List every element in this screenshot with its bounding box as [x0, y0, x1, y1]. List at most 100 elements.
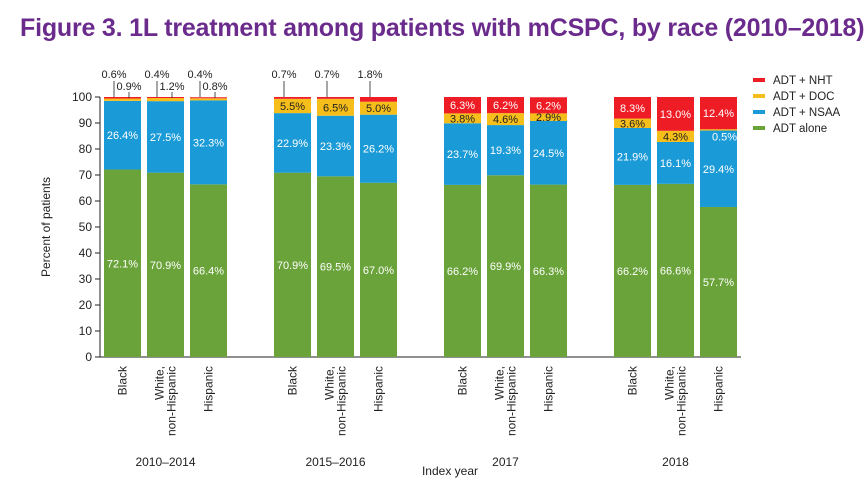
bar-segment-adt-doc	[190, 98, 227, 101]
bar-segment-adt-doc	[487, 113, 524, 126]
data-label: 1.8%	[357, 69, 382, 81]
bar-segment-adt-doc	[274, 98, 311, 114]
bar-segment-adt-nht	[487, 97, 524, 114]
y-tick-label: 10	[79, 324, 93, 338]
data-label: 24.5%	[533, 148, 564, 160]
bar-segment-adt-doc	[530, 113, 567, 121]
data-label: 3.6%	[620, 118, 645, 130]
bar-segment-adt-alone	[487, 175, 524, 357]
data-label: 21.9%	[617, 151, 648, 163]
y-tick-label: 100	[72, 90, 92, 104]
data-label: 22.9%	[277, 138, 308, 150]
bar-segment-adt-doc	[444, 113, 481, 124]
data-label: 0.5%	[712, 132, 737, 144]
data-label: 32.3%	[193, 137, 224, 149]
data-label: 3.8%	[450, 113, 475, 125]
y-tick-label: 0	[85, 350, 92, 364]
bar-segment-adt-nht	[657, 97, 694, 131]
x-category-label: non-Hispanic	[505, 366, 519, 436]
data-label: 4.6%	[493, 114, 518, 126]
data-label: 6.5%	[323, 102, 348, 114]
bar-segment-adt-nht	[317, 97, 354, 99]
x-category-label: non-Hispanic	[335, 366, 349, 436]
bar-segment-adt-nht	[147, 97, 184, 99]
x-category-label: non-Hispanic	[165, 366, 179, 436]
data-label: 29.4%	[703, 164, 734, 176]
bar-segment-adt-doc	[614, 118, 651, 128]
y-axis-title: Percent of patients	[39, 177, 53, 277]
bar-segment-adt-nht	[274, 97, 311, 99]
legend-label: ADT + NSAA	[773, 107, 841, 119]
bar-segment-adt-nht	[700, 97, 737, 130]
data-label: 1.2%	[159, 81, 184, 93]
x-category-label: Hispanic	[542, 366, 556, 412]
x-group-label: 2017	[492, 455, 519, 469]
bar-segment-adt-nht	[614, 97, 651, 119]
bar-segment-adt-doc	[700, 129, 737, 131]
bar-segment-adt-nht	[444, 97, 481, 114]
data-label: 23.3%	[320, 141, 351, 153]
data-label: 69.9%	[490, 261, 521, 273]
bar-segment-adt-alone	[104, 169, 141, 357]
y-tick-label: 20	[79, 298, 93, 312]
bar-segment-adt-alone	[700, 206, 737, 357]
data-label: 5.0%	[366, 103, 391, 115]
bar-segment-adt-nsaa	[487, 125, 524, 176]
bar-segment-adt-doc	[147, 98, 184, 102]
x-category-label: Black	[456, 365, 470, 395]
bar-segment-adt-alone	[274, 172, 311, 357]
data-label: 6.3%	[450, 100, 475, 112]
bar-segment-adt-nht	[104, 97, 141, 99]
y-tick-label: 90	[79, 116, 93, 130]
legend-label: ADT + NHT	[773, 75, 833, 87]
bar-segment-adt-nht	[190, 97, 227, 99]
x-group-label: 2015–2016	[305, 455, 365, 469]
data-label: 0.7%	[314, 69, 339, 81]
data-label: 66.2%	[617, 266, 648, 278]
x-category-label: White,	[663, 366, 677, 400]
legend-label: ADT alone	[773, 123, 827, 135]
data-label: 0.6%	[101, 69, 126, 81]
bar-segment-adt-nsaa	[190, 100, 227, 185]
bar-segment-adt-alone	[360, 182, 397, 357]
bar-segment-adt-nsaa	[614, 127, 651, 185]
y-tick-label: 80	[79, 142, 93, 156]
data-label: 6.2%	[493, 100, 518, 112]
x-category-label: Hispanic	[202, 366, 216, 412]
bar-segment-adt-doc	[657, 130, 694, 142]
bar-segment-adt-nht	[360, 97, 397, 102]
data-label: 26.4%	[107, 130, 138, 142]
data-label: 0.7%	[271, 69, 296, 81]
x-category-label: Black	[116, 365, 130, 395]
y-tick-label: 60	[79, 194, 93, 208]
data-label: 27.5%	[150, 132, 181, 144]
bar-segment-adt-alone	[317, 176, 354, 357]
data-label: 4.3%	[663, 131, 688, 143]
bar-segment-adt-alone	[614, 184, 651, 357]
y-tick-label: 70	[79, 168, 93, 182]
data-label: 0.4%	[144, 69, 169, 81]
data-label: 66.6%	[660, 265, 691, 277]
data-label: 6.2%	[536, 100, 561, 112]
x-category-label: Black	[626, 365, 640, 395]
data-label: 57.7%	[703, 277, 734, 289]
legend-label: ADT + DOC	[773, 91, 834, 103]
x-category-label: Hispanic	[712, 366, 726, 412]
bar-segment-adt-nsaa	[700, 130, 737, 207]
data-label: 12.4%	[703, 108, 734, 120]
bar-segment-adt-nsaa	[274, 113, 311, 173]
bar-segment-adt-doc	[360, 101, 397, 115]
bar-segment-adt-doc	[104, 98, 141, 101]
figure-title: Figure 3. 1L treatment among patients wi…	[20, 14, 865, 42]
x-group-label: 2018	[662, 455, 689, 469]
bar-segment-adt-nsaa	[444, 123, 481, 185]
bar-segment-adt-alone	[657, 183, 694, 357]
x-category-label: White,	[323, 366, 337, 400]
bar-segment-adt-nsaa	[147, 101, 184, 173]
data-label: 0.4%	[187, 69, 212, 81]
data-label: 69.5%	[320, 262, 351, 274]
x-axis-title: Index year	[422, 464, 478, 478]
data-label: 70.9%	[277, 260, 308, 272]
data-label: 66.3%	[533, 266, 564, 278]
data-label: 13.0%	[660, 109, 691, 121]
